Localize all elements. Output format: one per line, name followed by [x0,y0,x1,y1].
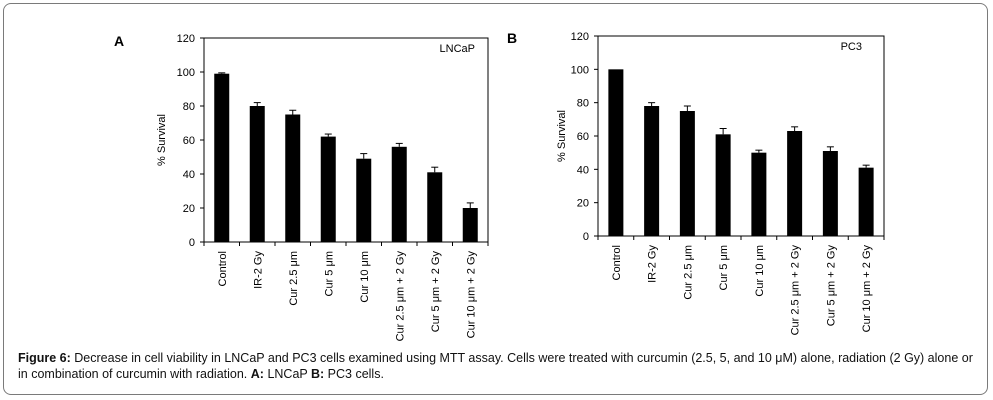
figure-caption: Figure 6: Decrease in cell viability in … [18,350,978,382]
bar [644,106,660,236]
category-label: Cur 2.5 μm [682,245,694,300]
y-tick-label: 20 [183,203,195,215]
chart-panel-b: B PC3 0 20 40 60 80 100 120 % Survival Control IR-2… [507,30,885,336]
caption-a-label: A: [250,367,264,381]
category-label: Cur 2.5 μm + 2 Gy [394,251,406,342]
y-tick-label: 0 [189,237,195,249]
y-tick-label: 0 [583,231,589,243]
caption-a-text: LNCaP [263,367,311,381]
category-label: Cur 5 μm + 2 Gy [825,245,837,327]
bar [787,131,803,236]
plot-area [203,37,489,243]
bar [214,73,230,242]
bar [608,69,624,236]
panel-letter: B [507,30,517,46]
bar [320,136,336,242]
category-label: IR-2 Gy [252,251,264,289]
category-label: Cur 2.5 μm [288,251,300,306]
category-label: Control [217,251,229,286]
y-tick-label: 40 [577,164,589,176]
y-tick-label: 120 [177,33,195,45]
bar [462,208,478,242]
y-tick-label: 40 [183,169,195,181]
panel-letter: A [114,33,124,49]
bar [249,106,265,242]
category-label: Cur 2.5 μm + 2 Gy [790,245,802,336]
bar [751,152,767,236]
y-axis-label: % Survival [556,110,568,162]
plot-area [597,35,885,237]
category-label: Cur 10 μm [359,251,371,303]
caption-b-text: PC3 cells. [324,367,384,381]
bar [391,146,407,242]
y-tick-label: 60 [183,135,195,147]
y-tick-label: 100 [177,67,195,79]
y-tick-label: 120 [571,31,589,43]
y-tick-label: 20 [577,198,589,210]
bar [285,114,301,242]
y-tick-label: 100 [571,64,589,76]
bar [822,151,838,236]
bar [679,111,695,236]
figure-charts: A LNCaP 0 20 40 60 80 100 120 % Survival Control IR… [114,30,885,342]
category-label: Cur 10 μm + 2 Gy [861,245,873,333]
category-label: Control [611,245,623,280]
category-label: Cur 10 μm + 2 Gy [465,251,477,339]
chart-panel-a: A LNCaP 0 20 40 60 80 100 120 % Survival Control IR… [114,33,489,342]
caption-label: Figure 6: [18,351,71,365]
cell-line-label: PC3 [841,41,862,53]
category-label: Cur 5 μm [323,251,335,296]
caption-text: Decrease in cell viability in LNCaP and … [18,351,973,381]
y-tick-label: 80 [183,101,195,113]
bar [858,167,874,236]
y-tick-label: 60 [577,131,589,143]
cell-line-label: LNCaP [440,43,475,55]
category-label: Cur 5 μm + 2 Gy [430,251,442,333]
bar [356,158,372,242]
y-tick-label: 80 [577,98,589,110]
y-axis-label: % Survival [156,114,168,166]
category-label: IR-2 Gy [647,245,659,283]
category-label: Cur 10 μm [754,245,766,297]
category-label: Cur 5 μm [718,245,730,290]
bar [427,172,443,242]
caption-b-label: B: [310,367,325,381]
bar [715,134,731,236]
